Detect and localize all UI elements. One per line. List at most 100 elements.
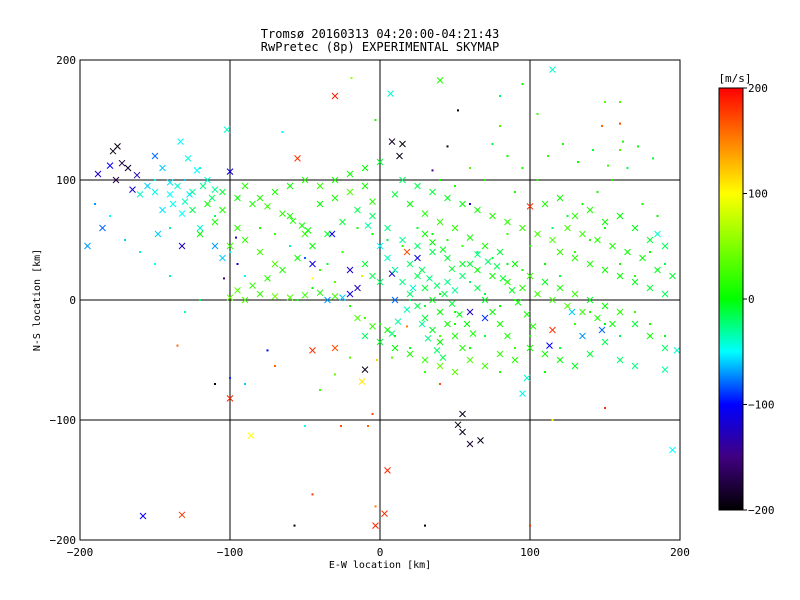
data-point-x [381,510,388,517]
data-point-x [211,242,219,250]
data-point-dot [607,164,609,167]
data-point-x [279,266,286,274]
data-point-x [451,368,459,376]
data-point-x [459,200,466,208]
data-point-x [459,428,466,436]
data-point-dot [622,140,624,143]
x-tick-label: 100 [520,546,540,559]
data-point-x [316,200,324,208]
data-point-dot [581,203,584,205]
data-point-x [309,260,316,268]
data-point-x [579,308,586,316]
data-point-x [264,275,271,282]
data-point-x [414,272,421,280]
data-point-x [441,290,448,298]
data-point-dot [611,179,614,181]
data-point-dot [592,149,594,151]
data-point-x [376,278,384,286]
data-point-x [444,254,451,262]
data-point-x [466,234,474,241]
data-point-x [384,254,391,262]
data-point-x [463,320,471,328]
data-point-x [211,186,219,193]
data-point-dot [274,365,276,367]
data-point-x [403,248,411,256]
chart-title: Tromsø 20160313 04:20:00-04:21:43 [261,27,499,41]
data-point-x [609,242,616,250]
data-point-dot [484,293,486,295]
data-point-x [519,224,526,232]
data-point-dot [559,275,561,277]
data-point-x [391,344,399,352]
data-point-x [631,362,639,370]
data-point-dot [506,155,509,157]
data-point-dot [476,251,479,253]
data-point-x [219,254,226,262]
data-points [84,66,680,529]
data-point-x [177,138,184,145]
chart-subtitle: RwPretec (8p) EXPERIMENTAL SKYMAP [261,40,499,54]
data-point-dot [281,131,284,133]
data-point-x [631,224,639,232]
data-point-x [339,218,346,226]
data-point-x [129,186,136,193]
y-axis-ticks: −200 −100 0 100 200 [50,54,77,547]
colorbar-tick-label: 200 [748,82,768,95]
x-tick-label: 0 [377,546,384,559]
data-point-x [556,194,564,202]
data-point-x [448,265,456,273]
data-point-x [549,296,556,304]
data-point-x [556,248,564,256]
data-point-dot [484,335,486,337]
data-point-x [474,206,481,214]
data-point-x [616,308,624,316]
data-point-dot [401,245,404,247]
data-point-x [346,266,354,274]
data-point-x [673,347,680,354]
data-point-dot [266,349,269,352]
data-point-dot [109,215,111,217]
data-point-x [376,338,384,346]
data-point-dot [619,149,621,151]
data-point-x [481,362,489,370]
data-point-dot [374,119,377,121]
data-point-x [399,236,406,244]
data-point-x [346,188,354,196]
data-point-dot [469,281,471,283]
data-point-x [571,362,579,370]
data-point-dot [619,101,621,103]
data-point-x [499,275,507,282]
data-point-dot [469,167,471,169]
data-point-dot [371,233,374,235]
data-point-x [639,254,646,262]
data-point-x [309,347,316,354]
data-point-x [489,272,496,280]
data-point-x [234,287,241,294]
data-point-x [469,330,477,337]
data-point-dot [439,179,441,181]
data-point-dot [589,239,591,241]
data-point-x [616,212,624,220]
data-point-x [226,294,234,301]
data-point-dot [454,185,456,187]
data-point-x [196,230,204,238]
data-point-x [271,188,279,196]
data-point-x [439,354,447,361]
data-point-x [451,332,459,340]
data-point-x [456,311,463,318]
data-point-x [286,182,294,190]
data-point-x [556,284,564,292]
data-point-x [414,302,421,310]
data-point-dot [544,371,546,373]
data-point-x [586,260,594,268]
data-point-dot [521,269,524,271]
data-point-x [199,182,207,190]
data-point-dot [274,233,276,235]
data-point-x [331,92,339,100]
data-point-dot [406,325,408,328]
data-point-dot [214,215,216,217]
data-point-dot [461,245,464,247]
data-point-x [286,212,294,220]
data-point-x [189,188,196,196]
